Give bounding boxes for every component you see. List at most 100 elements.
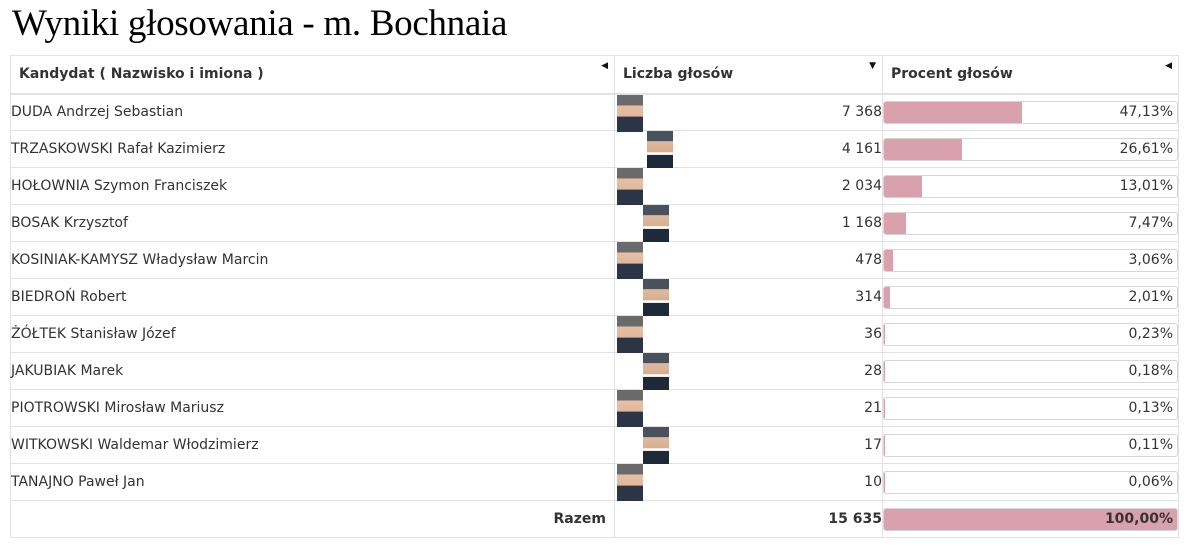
total-row: Razem 15 635 100,00% [10,500,1179,538]
percent-bar-fill [884,508,1177,530]
percent-cell: 7,47% [882,204,1179,242]
percent-bar-fill [884,360,885,382]
candidate-name: TANAJNO Paweł Jan [10,463,615,501]
votes-cell: 314 [614,278,883,316]
candidate-name: BIEDROŃ Robert [10,278,615,316]
candidate-name: KOSINIAK-KAMYSZ Władysław Marcin [10,241,615,279]
percent-bar: 7,47% [883,211,1178,235]
table-row: BIEDROŃ Robert 314 2,01% [10,278,1179,316]
header-row: Kandydat ( Nazwisko i imiona ) ◀ Liczba … [10,55,1179,95]
vote-count: 4 161 [841,141,882,157]
percent-cell: 0,13% [882,389,1179,427]
candidate-name: TRZASKOWSKI Rafał Kazimierz [10,130,615,168]
percent-bar-fill [884,101,1023,123]
page-title: Wyniki głosowania - m. Bochnaia [12,3,508,44]
percent-bar: 2,01% [883,285,1178,309]
percent-value: 0,11% [1128,436,1173,453]
percent-bar-fill [884,212,906,234]
table-row: PIOTROWSKI Mirosław Mariusz 21 0,13% [10,389,1179,427]
vote-count: 17 [864,437,882,453]
table-row: JAKUBIAK Marek 28 0,18% [10,352,1179,390]
candidate-name: BOSAK Krzysztof [10,204,615,242]
percent-cell: 47,13% [882,93,1179,131]
column-header-votes-label: Liczba głosów [623,66,734,83]
candidate-name: WITKOWSKI Waldemar Włodzimierz [10,426,615,464]
column-header-percent[interactable]: Procent głosów ◀ [882,55,1179,95]
percent-cell: 0,18% [882,352,1179,390]
total-percent-cell: 100,00% [882,500,1179,538]
votes-cell: 7 368 [614,93,883,132]
sort-left-icon[interactable]: ◀ [1165,61,1172,71]
percent-bar-fill [884,286,890,308]
vote-count: 10 [864,474,882,490]
candidate-photo [617,464,643,501]
table-row: DUDA Andrzej Sebastian 7 368 47,13% [10,93,1179,132]
candidate-photo [617,168,643,205]
sort-left-icon[interactable]: ◀ [601,61,608,71]
table-row: TRZASKOWSKI Rafał Kazimierz 4 161 26,61% [10,130,1179,168]
percent-value: 13,01% [1119,177,1173,194]
candidate-name: HOŁOWNIA Szymon Franciszek [10,167,615,205]
vote-count: 2 034 [841,178,882,194]
candidate-photo [617,94,643,132]
table-row: TANAJNO Paweł Jan 10 0,06% [10,463,1179,501]
votes-cell: 21 [614,389,883,427]
percent-bar: 0,18% [883,359,1178,383]
percent-value: 7,47% [1128,214,1173,231]
vote-count: 314 [855,289,882,305]
candidate-photo [617,390,643,427]
percent-bar: 0,11% [883,433,1178,457]
votes-cell: 17 [614,426,883,464]
vote-count: 21 [864,400,882,416]
table-row: ŻÓŁTEK Stanisław Józef 36 0,23% [10,315,1179,353]
column-header-candidate[interactable]: Kandydat ( Nazwisko i imiona ) ◀ [10,55,615,95]
total-label: Razem [10,500,615,538]
candidate-photo [643,427,669,464]
column-header-votes[interactable]: Liczba głosów ▼ [614,55,883,95]
vote-count: 7 368 [841,104,882,121]
candidate-name: ŻÓŁTEK Stanisław Józef [10,315,615,353]
percent-cell: 0,23% [882,315,1179,353]
candidate-name: DUDA Andrzej Sebastian [10,93,615,131]
percent-bar-fill [884,138,962,160]
percent-value: 26,61% [1119,140,1173,157]
percent-value: 0,18% [1128,362,1173,379]
votes-cell: 4 161 [614,130,883,168]
percent-cell: 0,06% [882,463,1179,501]
total-votes: 15 635 [614,500,883,538]
percent-value: 0,06% [1128,473,1173,490]
percent-bar: 47,13% [883,100,1178,124]
vote-count: 36 [864,326,882,342]
table-row: KOSINIAK-KAMYSZ Władysław Marcin 478 3,06% [10,241,1179,279]
candidate-name: PIOTROWSKI Mirosław Mariusz [10,389,615,427]
percent-cell: 2,01% [882,278,1179,316]
percent-value: 3,06% [1128,251,1173,268]
results-table: Kandydat ( Nazwisko i imiona ) ◀ Liczba … [10,55,1179,538]
table-row: HOŁOWNIA Szymon Franciszek 2 034 13,01% [10,167,1179,205]
percent-value: 47,13% [1119,103,1173,120]
votes-cell: 10 [614,463,883,501]
votes-cell: 28 [614,352,883,390]
percent-cell: 26,61% [882,130,1179,168]
votes-cell: 2 034 [614,167,883,205]
column-header-candidate-label: Kandydat ( Nazwisko i imiona ) [19,66,264,83]
percent-cell: 13,01% [882,167,1179,205]
votes-cell: 36 [614,315,883,353]
candidate-photo [647,131,673,168]
candidate-photo [643,353,669,390]
table-row: WITKOWSKI Waldemar Włodzimierz 17 0,11% [10,426,1179,464]
candidate-name: JAKUBIAK Marek [10,352,615,390]
percent-value: 2,01% [1128,288,1173,305]
percent-value: 0,23% [1128,325,1173,342]
percent-bar: 0,06% [883,470,1178,494]
vote-count: 1 168 [841,215,882,231]
percent-bar-fill [884,323,885,345]
percent-bar-fill [884,249,893,271]
sort-down-icon[interactable]: ▼ [869,61,876,71]
votes-cell: 478 [614,241,883,279]
vote-count: 478 [855,252,882,268]
percent-cell: 3,06% [882,241,1179,279]
percent-bar: 0,13% [883,396,1178,420]
percent-bar-fill [884,175,923,197]
candidate-photo [643,205,669,242]
